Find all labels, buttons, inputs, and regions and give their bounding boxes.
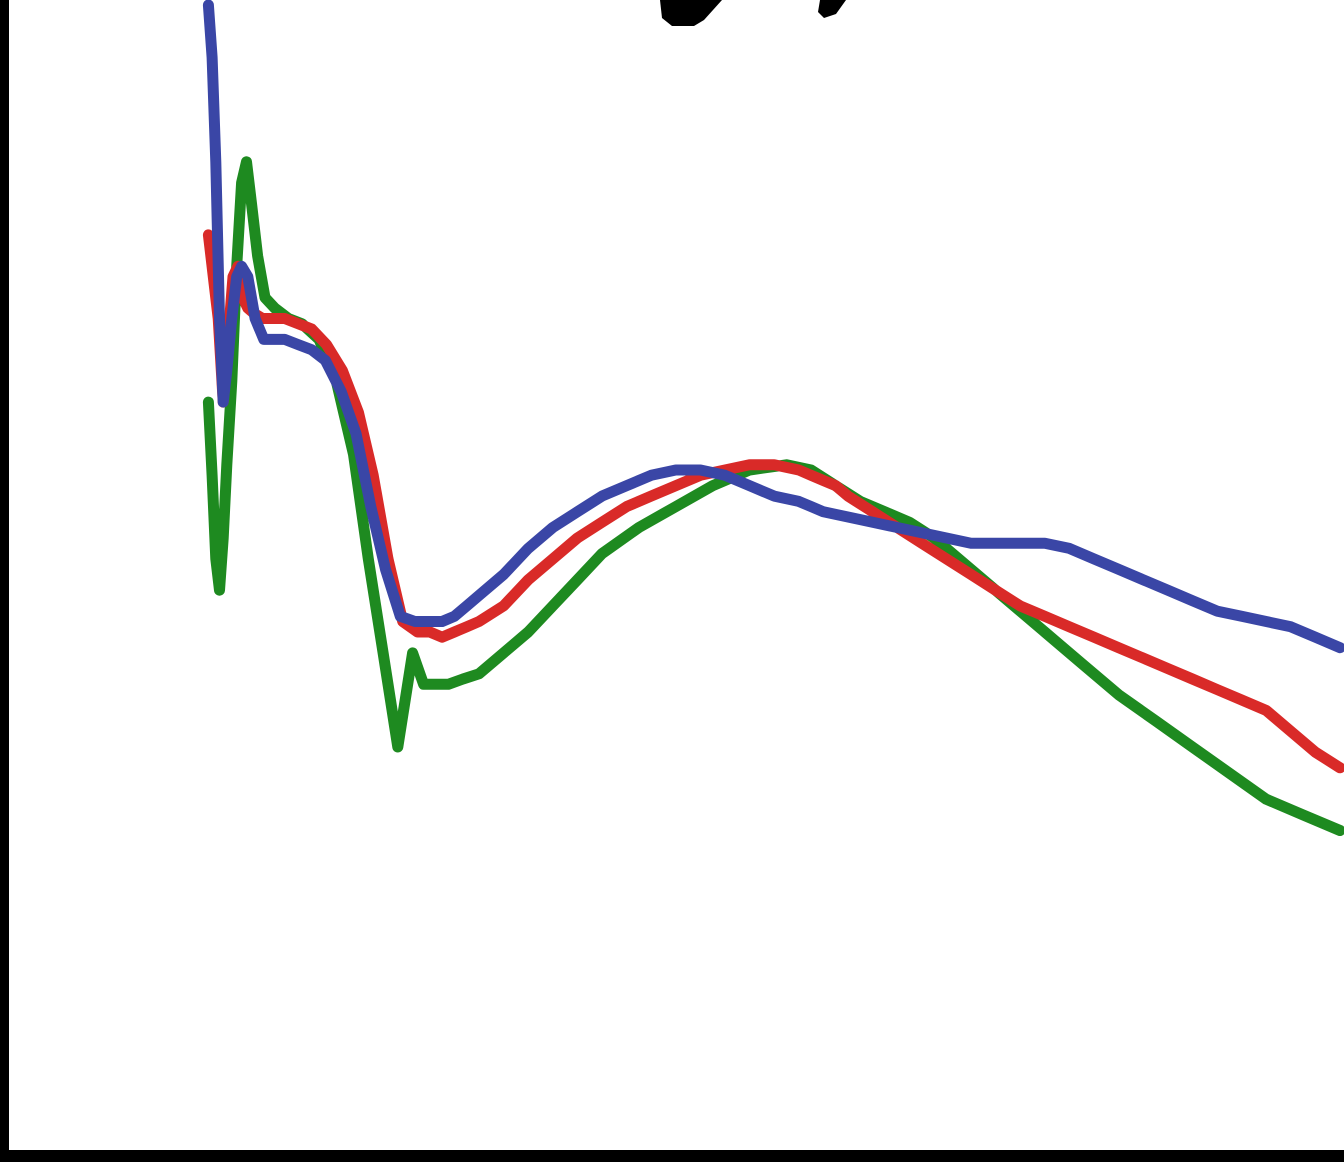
series-line-2 (202, 229, 1344, 774)
series-line-3 (202, 0, 1344, 654)
series-layer (202, 0, 1344, 836)
